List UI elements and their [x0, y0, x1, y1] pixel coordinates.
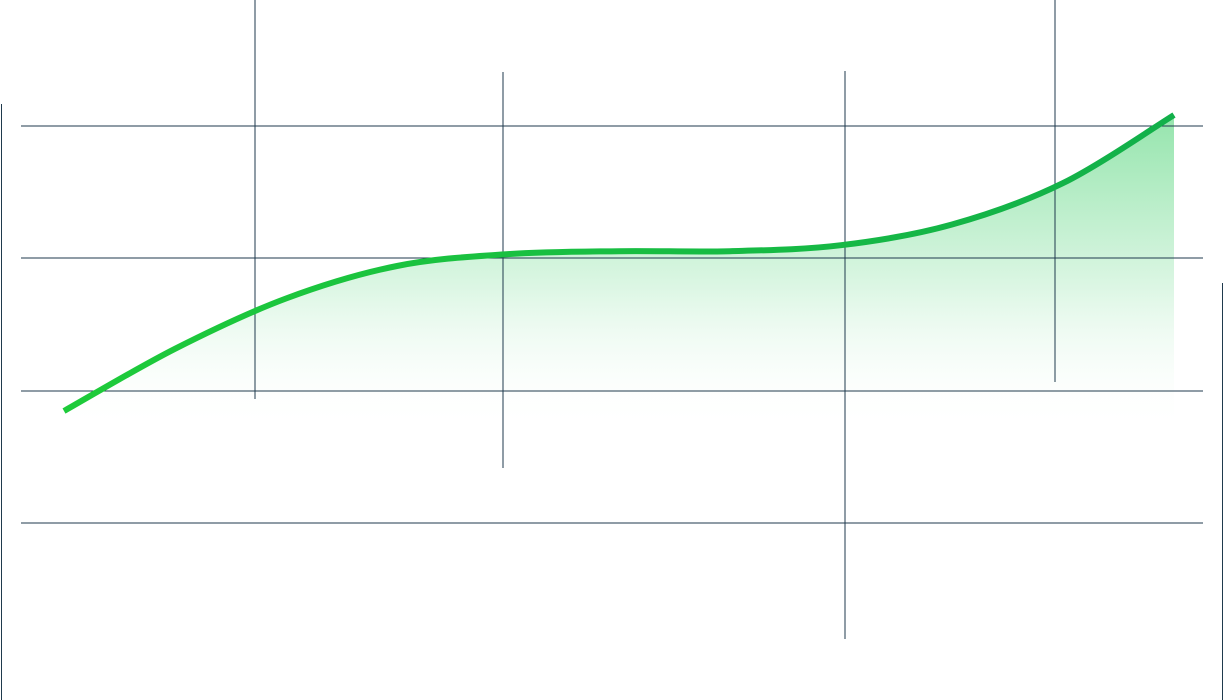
area-fill — [64, 115, 1174, 430]
area-layer — [64, 115, 1174, 430]
line-layer — [62, 112, 1176, 414]
series-line — [62, 112, 1176, 414]
